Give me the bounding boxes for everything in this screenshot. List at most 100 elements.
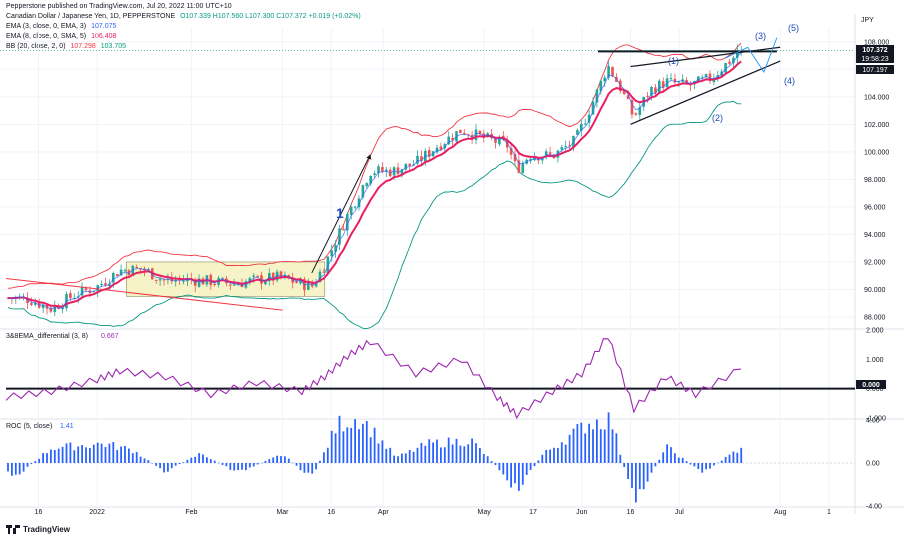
candle-body[interactable] <box>427 150 431 157</box>
candle-body[interactable] <box>388 169 392 176</box>
candle-body[interactable] <box>607 65 610 78</box>
candle-body[interactable] <box>595 89 599 103</box>
downtrend-line[interactable] <box>5 277 283 311</box>
candle-body[interactable] <box>213 283 216 285</box>
candle-body[interactable] <box>634 113 638 115</box>
candle-body[interactable] <box>392 167 396 176</box>
candle-body[interactable] <box>443 144 447 149</box>
candle-body[interactable] <box>353 206 357 208</box>
impulse-arrow-line[interactable] <box>311 154 371 274</box>
candle-body[interactable] <box>521 163 525 174</box>
candles[interactable] <box>6 44 743 317</box>
candle-body[interactable] <box>158 279 162 281</box>
candle-body[interactable] <box>654 87 657 94</box>
candle-body[interactable] <box>576 130 579 135</box>
candle-body[interactable] <box>295 281 298 283</box>
candle-body[interactable] <box>478 130 482 135</box>
candle-body[interactable] <box>307 281 310 290</box>
symbol-name[interactable]: Canadian Dollar / Japanese Yen, 1D, PEPP… <box>6 13 176 20</box>
candle-body[interactable] <box>408 163 411 166</box>
drawings[interactable] <box>0 37 855 311</box>
candle-body[interactable] <box>677 81 681 83</box>
candle-body[interactable] <box>638 107 642 116</box>
candle-body[interactable] <box>248 278 252 282</box>
candle-body[interactable] <box>100 283 103 285</box>
candle-body[interactable] <box>61 307 64 310</box>
candle-body[interactable] <box>513 154 517 162</box>
candle-body[interactable] <box>494 138 497 143</box>
candle-body[interactable] <box>119 269 123 276</box>
chart-canvas[interactable]: 88.000 90.000 92.000 94.000 96.000 98.000 100.… <box>0 0 904 520</box>
candle-body[interactable] <box>381 166 384 172</box>
candle-body[interactable] <box>166 279 170 281</box>
candle-body[interactable] <box>732 57 735 64</box>
candle-body[interactable] <box>271 272 275 281</box>
candle-body[interactable] <box>104 283 107 286</box>
candle-body[interactable] <box>560 147 564 150</box>
candle-body[interactable] <box>76 296 80 298</box>
candle-body[interactable] <box>264 281 267 285</box>
ema3-legend[interactable]: EMA (3, close, 0, EMA, 3) 107.075 <box>6 22 119 31</box>
candle-body[interactable] <box>318 271 322 283</box>
candle-body[interactable] <box>400 169 404 175</box>
candle-body[interactable] <box>154 279 158 281</box>
price-axis[interactable]: 88.000 90.000 92.000 94.000 96.000 98.000 100.… <box>864 39 889 510</box>
candle-body[interactable] <box>420 156 423 161</box>
candle-body[interactable] <box>583 123 587 125</box>
candle-body[interactable] <box>416 155 419 164</box>
candle-body[interactable] <box>459 129 462 134</box>
candle-body[interactable] <box>517 160 521 173</box>
wedge-upper-line[interactable] <box>630 46 781 68</box>
candle-body[interactable] <box>342 228 345 231</box>
candle-body[interactable] <box>127 270 131 276</box>
candle-body[interactable] <box>346 214 349 231</box>
candle-body[interactable] <box>365 183 369 187</box>
candle-body[interactable] <box>30 303 33 305</box>
candle-body[interactable] <box>174 280 177 282</box>
candle-body[interactable] <box>53 305 57 312</box>
wedge-lower-line[interactable] <box>630 60 781 125</box>
candle-body[interactable] <box>591 101 595 115</box>
candle-body[interactable] <box>619 80 622 92</box>
candle-body[interactable] <box>80 286 84 296</box>
candle-body[interactable] <box>580 123 583 131</box>
candle-body[interactable] <box>724 63 727 73</box>
candle-body[interactable] <box>661 81 665 88</box>
candle-body[interactable] <box>611 66 614 77</box>
candle-body[interactable] <box>361 185 365 198</box>
candle-body[interactable] <box>704 74 708 77</box>
candle-body[interactable] <box>603 77 606 82</box>
candle-body[interactable] <box>447 136 450 145</box>
candle-body[interactable] <box>182 280 185 282</box>
candle-body[interactable] <box>37 301 41 308</box>
candle-body[interactable] <box>232 284 236 286</box>
candle-body[interactable] <box>509 148 513 155</box>
tradingview-brand[interactable]: TradingView <box>6 525 70 534</box>
candle-body[interactable] <box>330 250 333 257</box>
candle-body[interactable] <box>244 281 248 288</box>
candle-body[interactable] <box>626 95 630 99</box>
candle-body[interactable] <box>123 269 127 271</box>
candle-body[interactable] <box>221 277 224 279</box>
candle-body[interactable] <box>349 206 353 216</box>
candle-body[interactable] <box>673 78 677 83</box>
osc-label[interactable]: 3&8EMA_differential (3, 8) <box>6 333 88 340</box>
candle-body[interactable] <box>728 61 731 64</box>
candle-body[interactable] <box>84 288 88 291</box>
candle-body[interactable] <box>229 284 232 286</box>
candle-body[interactable] <box>57 306 60 309</box>
candle-body[interactable] <box>357 198 361 208</box>
candle-body[interactable] <box>49 307 53 312</box>
candle-body[interactable] <box>314 282 318 287</box>
candle-body[interactable] <box>338 228 341 245</box>
candle-body[interactable] <box>463 132 466 135</box>
candle-body[interactable] <box>474 129 478 141</box>
candle-body[interactable] <box>630 99 634 115</box>
candle-body[interactable] <box>439 146 443 150</box>
candle-body[interactable] <box>587 114 591 123</box>
candle-body[interactable] <box>599 80 603 91</box>
candle-body[interactable] <box>541 157 544 161</box>
candle-body[interactable] <box>568 145 571 147</box>
candle-body[interactable] <box>369 175 372 184</box>
candle-body[interactable] <box>275 271 279 281</box>
